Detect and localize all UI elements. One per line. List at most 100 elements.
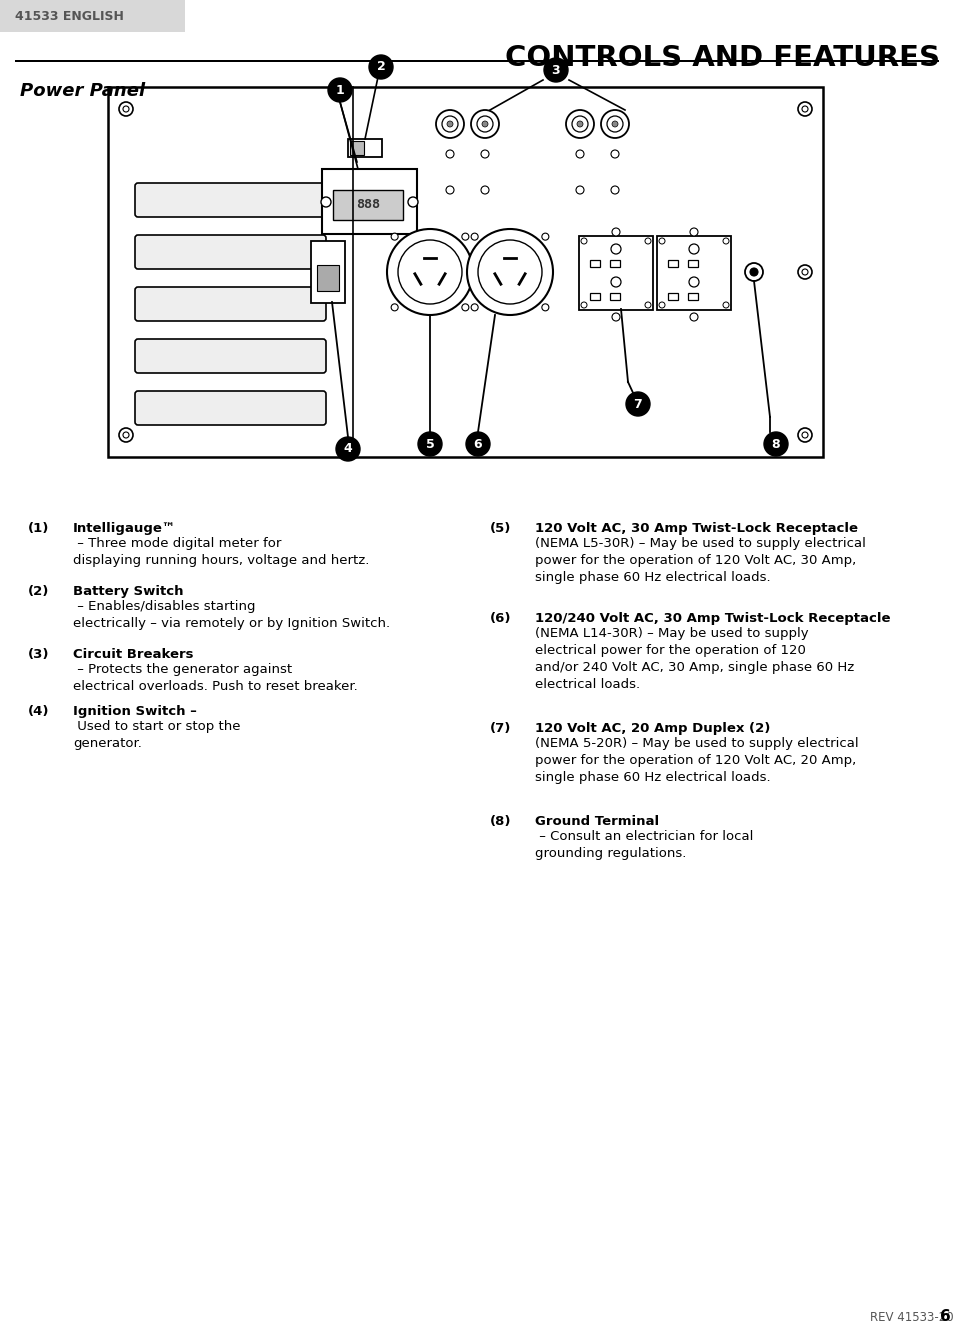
- Circle shape: [328, 78, 352, 102]
- Circle shape: [461, 234, 468, 240]
- Circle shape: [446, 187, 454, 195]
- FancyBboxPatch shape: [348, 140, 381, 157]
- FancyBboxPatch shape: [0, 0, 185, 32]
- Circle shape: [688, 276, 699, 287]
- Circle shape: [471, 303, 477, 311]
- Text: 6: 6: [474, 437, 482, 451]
- FancyBboxPatch shape: [108, 87, 822, 458]
- Circle shape: [689, 313, 698, 321]
- Text: – Enables/disables starting
electrically – via remotely or by Ignition Switch.: – Enables/disables starting electrically…: [73, 600, 390, 629]
- Circle shape: [797, 428, 811, 442]
- FancyBboxPatch shape: [135, 287, 326, 321]
- Text: – Three mode digital meter for
displaying running hours, voltage and hertz.: – Three mode digital meter for displayin…: [73, 537, 369, 568]
- Circle shape: [763, 432, 787, 456]
- FancyBboxPatch shape: [311, 242, 345, 303]
- Text: 4: 4: [343, 443, 352, 455]
- Text: Ground Terminal: Ground Terminal: [535, 815, 659, 828]
- Text: (NEMA 5-20R) – May be used to supply electrical
power for the operation of 120 V: (NEMA 5-20R) – May be used to supply ele…: [535, 737, 858, 784]
- Text: 5: 5: [425, 437, 434, 451]
- Text: 2: 2: [376, 60, 385, 74]
- Circle shape: [123, 106, 129, 111]
- Circle shape: [600, 110, 628, 138]
- Text: (1): (1): [28, 522, 50, 535]
- Text: Intelligauge™: Intelligauge™: [73, 522, 176, 535]
- Circle shape: [481, 121, 488, 127]
- Circle shape: [397, 240, 461, 305]
- Circle shape: [441, 115, 457, 132]
- Circle shape: [644, 302, 650, 309]
- FancyBboxPatch shape: [589, 293, 599, 301]
- Circle shape: [391, 303, 397, 311]
- Text: (NEMA L14-30R) – May be used to supply
electrical power for the operation of 120: (NEMA L14-30R) – May be used to supply e…: [535, 627, 853, 691]
- Circle shape: [467, 229, 553, 315]
- Circle shape: [408, 197, 417, 207]
- Circle shape: [476, 115, 493, 132]
- FancyBboxPatch shape: [609, 260, 619, 267]
- Circle shape: [471, 110, 498, 138]
- Circle shape: [123, 432, 129, 437]
- Text: Circuit Breakers: Circuit Breakers: [73, 648, 193, 662]
- Text: REV 41533-20130522: REV 41533-20130522: [869, 1311, 953, 1325]
- Circle shape: [576, 187, 583, 195]
- Circle shape: [688, 244, 699, 254]
- Circle shape: [480, 150, 489, 158]
- Text: 41533 ENGLISH: 41533 ENGLISH: [15, 9, 124, 23]
- Circle shape: [797, 264, 811, 279]
- Text: 6: 6: [939, 1308, 950, 1325]
- Circle shape: [801, 432, 807, 437]
- Circle shape: [659, 238, 664, 244]
- Circle shape: [610, 276, 620, 287]
- Text: – Consult an electrician for local
grounding regulations.: – Consult an electrician for local groun…: [535, 829, 753, 860]
- Circle shape: [446, 150, 454, 158]
- Circle shape: [461, 303, 468, 311]
- Circle shape: [722, 302, 728, 309]
- Text: (3): (3): [28, 648, 50, 662]
- Circle shape: [801, 106, 807, 111]
- Text: (7): (7): [490, 722, 511, 735]
- Text: (5): (5): [490, 522, 511, 535]
- Circle shape: [477, 240, 541, 305]
- Circle shape: [543, 58, 567, 82]
- Circle shape: [572, 115, 587, 132]
- Text: 120/240 Volt AC, 30 Amp Twist-Lock Receptacle: 120/240 Volt AC, 30 Amp Twist-Lock Recep…: [535, 612, 889, 625]
- Circle shape: [387, 229, 473, 315]
- Circle shape: [436, 110, 463, 138]
- FancyBboxPatch shape: [322, 169, 416, 234]
- FancyBboxPatch shape: [609, 293, 619, 301]
- Text: (4): (4): [28, 705, 50, 718]
- Circle shape: [447, 121, 453, 127]
- Circle shape: [610, 187, 618, 195]
- FancyBboxPatch shape: [135, 235, 326, 268]
- Circle shape: [689, 228, 698, 236]
- Circle shape: [612, 121, 618, 127]
- FancyBboxPatch shape: [667, 293, 678, 301]
- Text: (6): (6): [490, 612, 511, 625]
- Circle shape: [577, 121, 582, 127]
- Circle shape: [625, 392, 649, 416]
- Text: Used to start or stop the
generator.: Used to start or stop the generator.: [73, 721, 240, 750]
- FancyBboxPatch shape: [135, 183, 326, 217]
- Circle shape: [749, 268, 758, 276]
- Circle shape: [744, 263, 762, 280]
- Text: Ignition Switch –: Ignition Switch –: [73, 705, 196, 718]
- FancyBboxPatch shape: [333, 191, 402, 220]
- Circle shape: [541, 234, 548, 240]
- Text: (2): (2): [28, 585, 50, 599]
- Circle shape: [576, 150, 583, 158]
- Text: 120 Volt AC, 30 Amp Twist-Lock Receptacle: 120 Volt AC, 30 Amp Twist-Lock Receptacl…: [535, 522, 857, 535]
- Circle shape: [580, 238, 586, 244]
- FancyBboxPatch shape: [667, 260, 678, 267]
- Circle shape: [610, 244, 620, 254]
- Circle shape: [471, 234, 477, 240]
- Circle shape: [644, 238, 650, 244]
- Circle shape: [335, 437, 359, 462]
- FancyBboxPatch shape: [687, 293, 698, 301]
- Circle shape: [801, 268, 807, 275]
- Circle shape: [610, 150, 618, 158]
- Circle shape: [722, 238, 728, 244]
- Bar: [15, 59, 938, 62]
- Text: 7: 7: [633, 397, 641, 411]
- FancyBboxPatch shape: [135, 340, 326, 373]
- Text: – Protects the generator against
electrical overloads. Push to reset breaker.: – Protects the generator against electri…: [73, 663, 357, 692]
- Circle shape: [580, 302, 586, 309]
